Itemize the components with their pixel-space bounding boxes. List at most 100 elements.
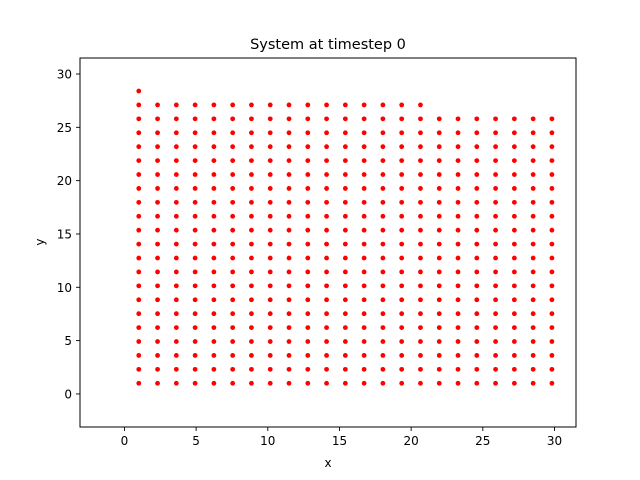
data-point (399, 130, 405, 136)
data-point (267, 116, 273, 122)
data-point (249, 353, 254, 358)
data-point (530, 213, 536, 219)
data-point (418, 227, 423, 233)
data-point (399, 311, 405, 317)
data-point (436, 366, 442, 372)
data-point (474, 269, 480, 275)
data-point (493, 186, 498, 191)
data-point (418, 102, 423, 108)
data-point (342, 339, 348, 344)
data-point (230, 144, 236, 150)
data-point (136, 353, 142, 358)
data-point (192, 325, 198, 330)
data-point (286, 102, 292, 108)
data-point (305, 297, 311, 303)
data-point (380, 186, 386, 191)
data-point (418, 380, 423, 386)
data-point (286, 213, 292, 219)
data-point (530, 380, 536, 386)
data-point (436, 297, 442, 303)
data-point (361, 255, 367, 261)
data-point (455, 158, 461, 163)
data-point (249, 102, 254, 108)
data-point (418, 213, 423, 219)
data-point (249, 130, 254, 136)
data-point (267, 380, 273, 386)
data-point (530, 353, 536, 358)
data-point (192, 144, 198, 150)
data-point (230, 241, 236, 247)
data-point (286, 269, 292, 275)
data-point (455, 130, 461, 136)
data-point (455, 227, 461, 233)
data-point (324, 269, 329, 275)
data-point (173, 325, 179, 330)
data-point (418, 199, 423, 205)
data-point (493, 366, 498, 372)
data-point (342, 353, 348, 358)
data-point (192, 297, 198, 303)
data-point (361, 144, 367, 150)
data-point (436, 116, 442, 122)
data-point (267, 241, 273, 247)
data-point (305, 283, 311, 289)
data-point (286, 172, 292, 177)
data-point (399, 172, 405, 177)
data-point (511, 255, 517, 261)
data-point (305, 255, 311, 261)
x-tick-label: 30 (547, 434, 562, 448)
data-point (286, 130, 292, 136)
data-point (549, 213, 555, 219)
data-point (399, 116, 405, 122)
x-axis-ticks: 0 5 10 15 20 25 30 (121, 427, 562, 448)
data-point (455, 283, 461, 289)
data-point (418, 144, 423, 150)
data-point (136, 283, 142, 289)
data-point (511, 144, 517, 150)
data-point (155, 130, 160, 136)
data-point (286, 297, 292, 303)
data-point (249, 158, 254, 163)
data-point (230, 311, 236, 317)
data-point (361, 325, 367, 330)
data-point (324, 102, 329, 108)
data-point (173, 311, 179, 317)
data-point (324, 144, 329, 150)
x-tick-label: 5 (192, 434, 200, 448)
data-point (474, 172, 480, 177)
data-point (249, 199, 254, 205)
data-point (511, 158, 517, 163)
data-point (230, 297, 236, 303)
data-point (324, 297, 329, 303)
data-point (136, 199, 142, 205)
data-point (155, 380, 160, 386)
data-point (361, 297, 367, 303)
data-point (380, 283, 386, 289)
data-point (286, 325, 292, 330)
data-point (511, 116, 517, 122)
y-tick-label: 15 (57, 227, 72, 241)
data-point (249, 269, 254, 275)
data-point (249, 255, 254, 261)
data-point (192, 116, 198, 122)
data-point (474, 199, 480, 205)
data-point (380, 241, 386, 247)
data-point (286, 241, 292, 247)
data-point (173, 297, 179, 303)
data-point (549, 339, 555, 344)
data-point (267, 144, 273, 150)
data-point (267, 353, 273, 358)
data-point (380, 269, 386, 275)
data-point (530, 199, 536, 205)
data-point (155, 269, 160, 275)
data-point (418, 311, 423, 317)
data-point (173, 269, 179, 275)
data-point (418, 116, 423, 122)
data-point (511, 186, 517, 191)
data-point (418, 366, 423, 372)
data-point (211, 172, 217, 177)
x-tick-label: 0 (121, 434, 129, 448)
data-point (192, 311, 198, 317)
data-point (399, 102, 405, 108)
data-point (267, 227, 273, 233)
